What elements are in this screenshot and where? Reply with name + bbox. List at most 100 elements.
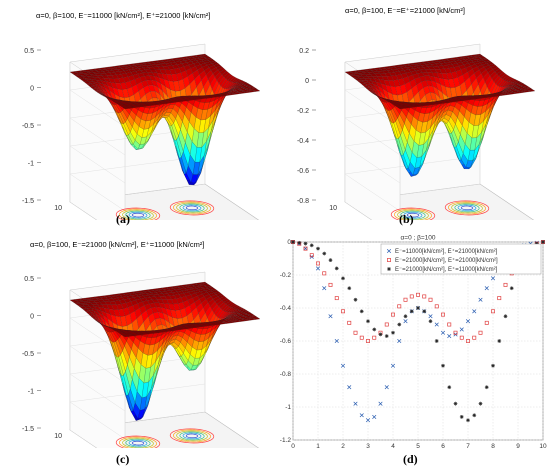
panel-c-caption: (c) <box>116 452 130 466</box>
contour-line <box>444 200 490 216</box>
scatter-chart-d: 0 1 2 3 4 5 6 7 8 9 10 0 -0.2 -0.4 -0.6 -0.8 -1 -1.2 α=0 ;… <box>280 235 547 451</box>
data-point <box>453 402 458 406</box>
z-tick-label: 0.2 <box>299 48 309 55</box>
legend-box <box>380 243 542 275</box>
data-point <box>341 309 345 314</box>
panel-c-title: α=0, β=100, E⁻=21000 [kN/cm²], E⁺=11000 … <box>30 240 205 249</box>
data-point <box>472 413 476 417</box>
data-point <box>434 304 439 309</box>
contour-line <box>182 432 202 440</box>
data-point <box>310 243 314 247</box>
surface-plot-a: 0.50-0.5-1-1.505100246810 <box>22 43 261 220</box>
contour-line <box>403 211 423 219</box>
data-point <box>390 363 396 368</box>
panel-c: α=0, β=100, E⁻=21000 [kN/cm²], E⁺=11000 … <box>0 234 275 468</box>
data-point <box>403 297 408 302</box>
contour-line <box>128 211 148 219</box>
contour-line <box>122 209 154 220</box>
z-tick-label: -1.5 <box>22 198 34 205</box>
contour-line <box>182 204 202 212</box>
data-point <box>322 251 326 256</box>
data-point <box>410 309 414 313</box>
contour-line <box>131 212 145 218</box>
data-point <box>303 246 308 251</box>
y-tick-label: 10 <box>329 205 337 212</box>
data-point <box>360 309 364 313</box>
wall-gridline <box>69 383 206 440</box>
contour-line <box>185 433 199 439</box>
data-point <box>478 402 483 406</box>
data-point <box>359 335 364 340</box>
contour-line <box>125 438 151 448</box>
wall-gridline <box>344 155 481 212</box>
data-point <box>385 334 389 338</box>
x-tick-label: 6 <box>441 443 445 450</box>
data-point <box>359 413 364 418</box>
contour-line <box>454 203 480 213</box>
data-point <box>453 330 458 335</box>
y-tick-label: -1.2 <box>280 437 292 444</box>
contour-line <box>185 205 199 211</box>
data-point <box>397 338 402 344</box>
data-point <box>447 322 452 327</box>
contour-line <box>179 431 205 441</box>
data-point <box>391 312 395 317</box>
z-tick-label: -0.4 <box>297 138 309 145</box>
data-point <box>334 338 339 344</box>
data-point <box>472 335 477 340</box>
data-point <box>434 322 439 327</box>
z-tick-label: 0.5 <box>24 48 34 55</box>
data-point <box>484 286 489 291</box>
data-point <box>328 258 333 262</box>
wall-gridline <box>69 127 206 184</box>
z-tick-label: -1 <box>28 161 34 168</box>
contour-line <box>176 430 208 442</box>
data-point <box>422 294 427 299</box>
data-point <box>372 335 377 340</box>
contour-line <box>128 439 148 447</box>
data-point <box>478 330 483 335</box>
legend-label: E⁻=21000[kN/cm²], E⁺=11000[kN/cm²] <box>395 266 498 273</box>
data-point <box>391 331 395 335</box>
surface-mesh <box>344 53 536 177</box>
contour-line <box>119 208 157 220</box>
data-point <box>386 248 392 254</box>
data-point <box>297 241 301 245</box>
x-tick-label: 2 <box>341 443 345 450</box>
contour-line <box>390 207 436 220</box>
data-point <box>447 334 452 339</box>
data-point <box>503 314 508 318</box>
data-point <box>416 292 420 297</box>
data-point <box>347 385 352 390</box>
z-tick-label: -1.5 <box>22 426 34 433</box>
contour-line <box>406 212 420 218</box>
data-point <box>387 258 391 262</box>
data-point <box>316 247 320 251</box>
panel-d: 0 1 2 3 4 5 6 7 8 9 10 0 -0.2 -0.4 -0.6 -0.8 -1 -1.2 α=0 ;… <box>275 234 550 468</box>
surface-cell <box>252 89 261 92</box>
surface-mesh <box>69 281 261 421</box>
data-point <box>340 363 346 368</box>
data-point <box>365 418 371 423</box>
contour-line <box>176 202 208 214</box>
surface-cell <box>527 89 536 92</box>
data-point <box>315 266 321 271</box>
contour-line <box>173 429 211 443</box>
contour-line <box>115 207 161 220</box>
legend-marker <box>386 248 392 254</box>
data-point <box>353 330 358 335</box>
data-point <box>353 401 358 406</box>
z-tick-label: 0 <box>30 86 34 93</box>
x-tick-label: 8 <box>491 443 495 450</box>
panel-b-caption: (b) <box>399 212 414 226</box>
data-point <box>397 304 402 309</box>
data-point <box>328 282 333 287</box>
contour-line <box>451 202 483 214</box>
contour-line <box>394 208 432 220</box>
z-tick-label: -0.8 <box>297 198 309 205</box>
data-point <box>384 385 389 390</box>
data-point <box>466 339 470 343</box>
contour-line <box>397 209 429 220</box>
data-point <box>491 309 495 314</box>
data-point <box>435 339 439 343</box>
